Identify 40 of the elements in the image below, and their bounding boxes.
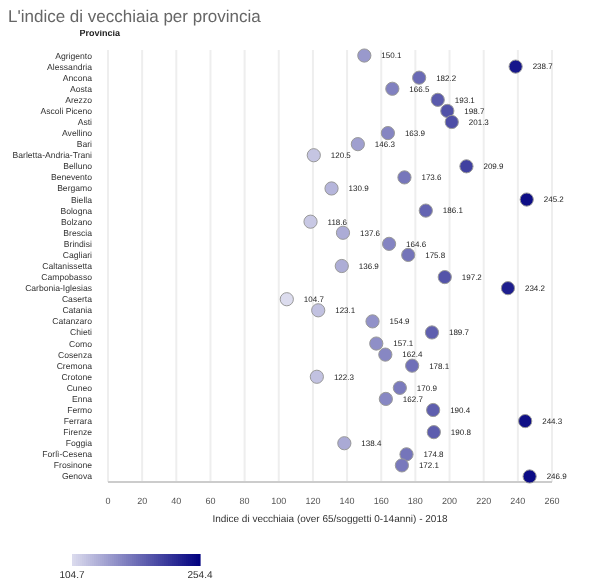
point xyxy=(500,281,516,296)
point xyxy=(337,436,352,451)
point xyxy=(311,303,326,318)
point xyxy=(365,314,380,329)
point xyxy=(357,48,372,63)
chart-title: L'indice di vecchiaia per provincia xyxy=(6,4,263,30)
point xyxy=(303,214,318,229)
point xyxy=(401,247,416,263)
point xyxy=(518,413,533,429)
point xyxy=(519,192,534,207)
point xyxy=(418,203,433,218)
point xyxy=(394,458,409,473)
point xyxy=(392,380,407,395)
point xyxy=(378,391,393,407)
point xyxy=(380,125,395,141)
point xyxy=(381,236,397,251)
point xyxy=(378,347,393,362)
point xyxy=(440,103,455,119)
point xyxy=(334,258,349,274)
point xyxy=(437,269,452,285)
point xyxy=(459,159,474,174)
point xyxy=(405,358,420,373)
point xyxy=(430,92,445,107)
point xyxy=(399,447,414,462)
point xyxy=(508,59,523,74)
point xyxy=(426,402,441,418)
point xyxy=(424,325,440,340)
point xyxy=(306,148,321,163)
point xyxy=(385,81,400,96)
point xyxy=(426,425,441,440)
point xyxy=(412,70,427,85)
point xyxy=(369,336,384,351)
point xyxy=(279,292,294,307)
point xyxy=(324,181,339,196)
point xyxy=(397,170,412,185)
point xyxy=(335,225,351,240)
point xyxy=(444,114,459,130)
point xyxy=(350,137,365,152)
point xyxy=(522,469,537,484)
point xyxy=(309,369,324,384)
